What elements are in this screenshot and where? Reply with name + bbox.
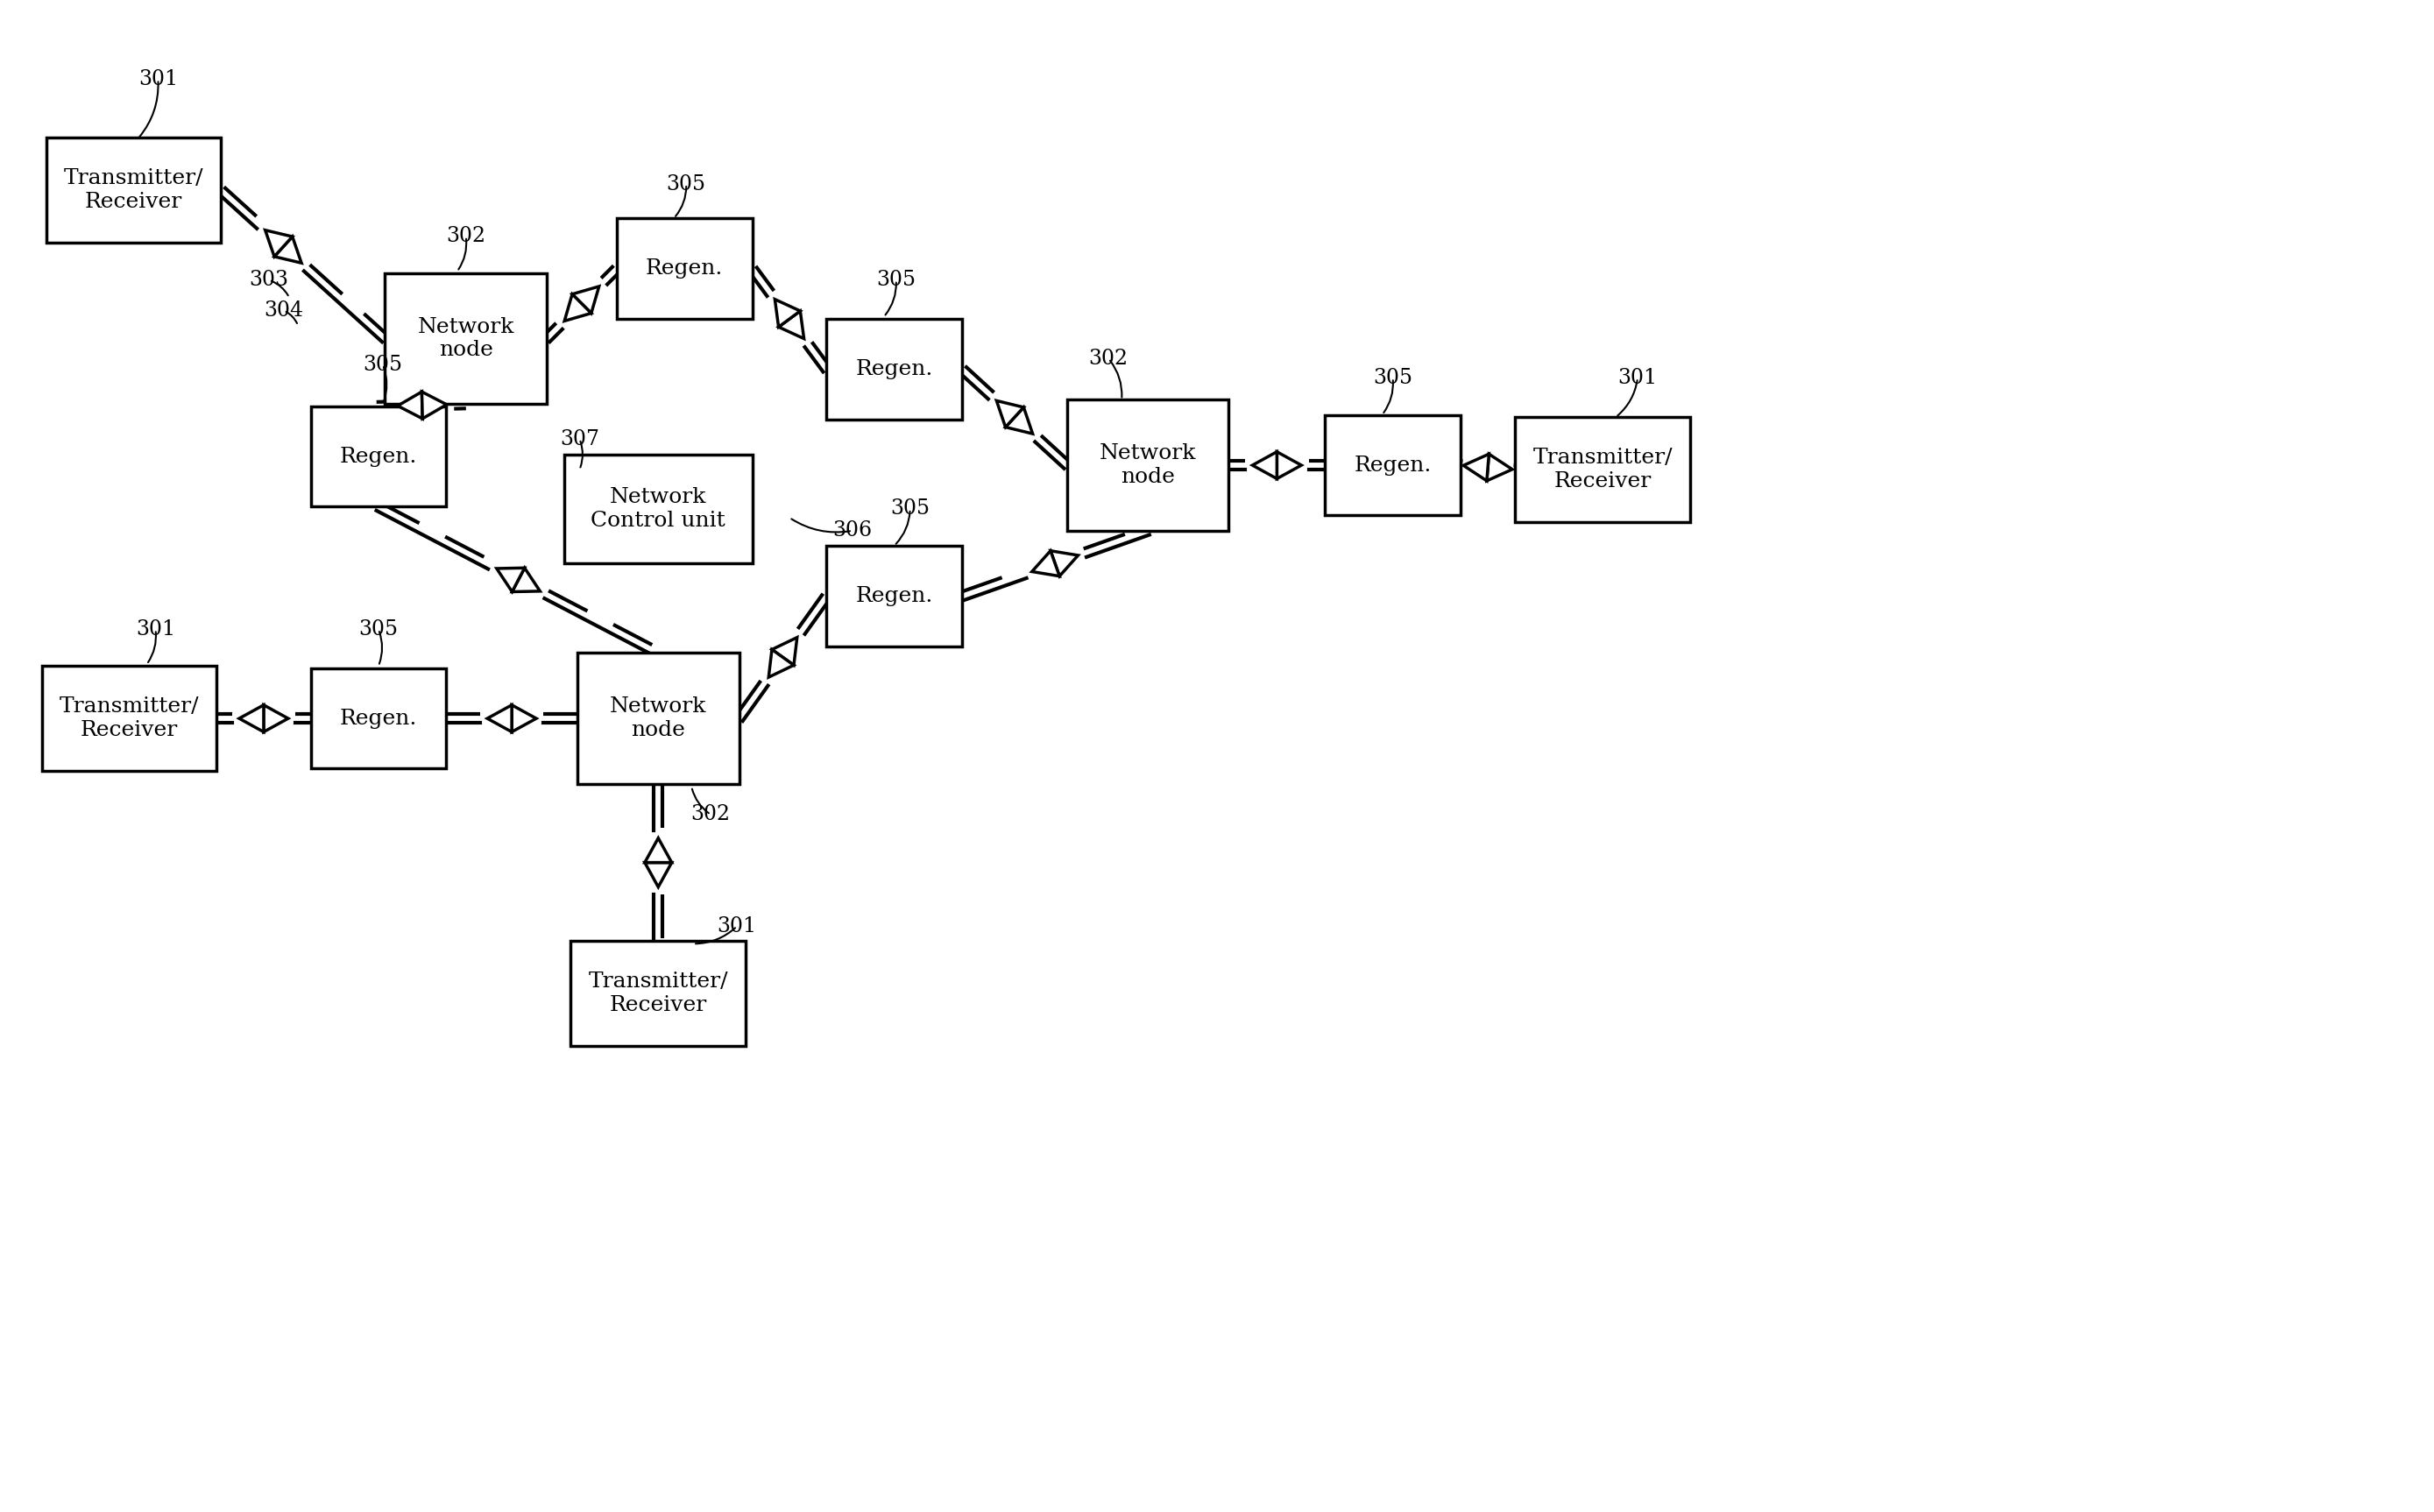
Text: 303: 303: [248, 271, 290, 290]
Polygon shape: [1463, 454, 1490, 481]
Polygon shape: [497, 569, 526, 591]
Polygon shape: [645, 862, 672, 888]
Polygon shape: [565, 295, 591, 321]
Text: Regen.: Regen.: [857, 360, 932, 380]
Polygon shape: [769, 650, 793, 677]
Text: Network
node: Network node: [419, 318, 514, 360]
Polygon shape: [265, 230, 292, 257]
Text: Transmitter/
Receiver: Transmitter/ Receiver: [63, 168, 204, 212]
Text: Transmitter/
Receiver: Transmitter/ Receiver: [58, 697, 200, 741]
Text: 302: 302: [691, 804, 730, 824]
Polygon shape: [645, 838, 672, 862]
Polygon shape: [1032, 550, 1059, 576]
Polygon shape: [397, 392, 424, 419]
Bar: [1516, 417, 1689, 522]
Bar: [46, 138, 221, 242]
Polygon shape: [1278, 452, 1302, 479]
Polygon shape: [772, 638, 796, 665]
Polygon shape: [572, 286, 599, 313]
Text: 305: 305: [876, 271, 915, 290]
Polygon shape: [275, 236, 302, 263]
Text: Regen.: Regen.: [645, 259, 723, 278]
Polygon shape: [1051, 550, 1078, 576]
Text: 305: 305: [363, 355, 402, 375]
Text: 304: 304: [265, 301, 304, 321]
Text: Network
Control unit: Network Control unit: [591, 487, 725, 531]
Bar: [828, 319, 961, 419]
Bar: [828, 546, 961, 647]
Polygon shape: [487, 705, 511, 732]
Bar: [41, 667, 217, 771]
Text: 302: 302: [445, 227, 487, 246]
Polygon shape: [779, 311, 803, 339]
Text: Network
node: Network node: [611, 697, 706, 741]
Text: Network
node: Network node: [1100, 443, 1198, 487]
Bar: [572, 940, 745, 1046]
Text: 305: 305: [667, 174, 706, 194]
Text: 301: 301: [718, 916, 757, 936]
Text: 305: 305: [358, 620, 399, 640]
Polygon shape: [263, 705, 287, 732]
Bar: [1324, 414, 1460, 516]
Polygon shape: [511, 705, 535, 732]
Text: 307: 307: [560, 429, 599, 449]
Text: 306: 306: [832, 520, 871, 541]
Text: 302: 302: [1088, 349, 1129, 369]
Text: Regen.: Regen.: [857, 587, 932, 606]
Polygon shape: [239, 705, 263, 732]
Text: Regen.: Regen.: [1353, 455, 1431, 475]
Text: Transmitter/
Receiver: Transmitter/ Receiver: [1533, 448, 1672, 491]
Text: 301: 301: [136, 620, 175, 640]
Bar: [1066, 399, 1229, 531]
Polygon shape: [1487, 454, 1512, 481]
Bar: [565, 454, 752, 564]
Bar: [312, 407, 445, 507]
Text: 301: 301: [1619, 367, 1658, 389]
Polygon shape: [1254, 452, 1278, 479]
Bar: [577, 653, 740, 783]
Polygon shape: [511, 569, 540, 591]
Bar: [312, 668, 445, 768]
Polygon shape: [774, 299, 801, 327]
Text: Transmitter/
Receiver: Transmitter/ Receiver: [589, 972, 728, 1015]
Polygon shape: [421, 392, 445, 419]
Polygon shape: [1005, 407, 1032, 434]
Text: Regen.: Regen.: [341, 446, 416, 467]
Polygon shape: [996, 401, 1025, 426]
Text: 305: 305: [1373, 367, 1412, 389]
Text: 301: 301: [139, 70, 178, 89]
Text: Regen.: Regen.: [341, 709, 416, 729]
Bar: [616, 219, 752, 319]
Bar: [385, 274, 548, 404]
Text: 305: 305: [891, 499, 930, 519]
